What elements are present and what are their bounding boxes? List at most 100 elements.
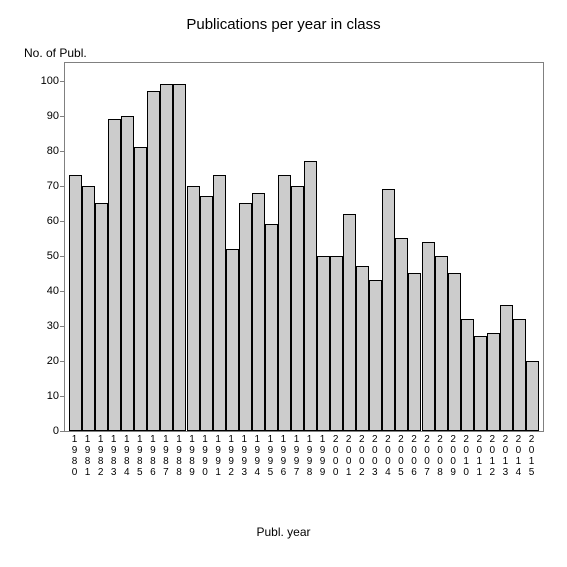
x-tick-label: 2 0 0 7 [423,434,432,478]
bar [173,84,186,431]
bar [461,319,474,431]
bar [252,193,265,431]
bar [226,249,239,431]
bar [147,91,160,431]
bar [395,238,408,431]
y-tick-mark [60,361,64,362]
x-tick-label: 1 9 9 3 [240,434,249,478]
y-tick-label: 80 [19,145,59,157]
bar [121,116,134,431]
x-tick-label: 2 0 0 8 [436,434,445,478]
bar [95,203,108,431]
bar [82,186,95,431]
bar [474,336,487,431]
bar [422,242,435,431]
x-tick-label: 1 9 9 8 [305,434,314,478]
bar [69,175,82,431]
bar [513,319,526,431]
y-tick-mark [60,81,64,82]
y-tick-mark [60,431,64,432]
y-tick-mark [60,221,64,222]
x-tick-label: 1 9 8 5 [135,434,144,478]
bar [239,203,252,431]
bar [343,214,356,431]
x-tick-label: 1 9 9 0 [201,434,210,478]
y-tick-label: 40 [19,285,59,297]
x-tick-label: 2 0 1 2 [488,434,497,478]
y-tick-label: 90 [19,110,59,122]
chart-title: Publications per year in class [0,16,567,33]
bar [160,84,173,431]
bar [187,186,200,431]
y-tick-label: 50 [19,250,59,262]
chart-container: Publications per year in class No. of Pu… [0,0,567,567]
bar [108,119,121,431]
y-tick-mark [60,291,64,292]
y-tick-mark [60,116,64,117]
y-tick-mark [60,396,64,397]
x-tick-label: 1 9 8 8 [174,434,183,478]
x-tick-label: 2 0 0 2 [357,434,366,478]
y-tick-mark [60,186,64,187]
x-tick-label: 1 9 8 2 [96,434,105,478]
bar [487,333,500,431]
x-tick-label: 1 9 8 7 [161,434,170,478]
y-tick-label: 70 [19,180,59,192]
bar [382,189,395,431]
y-tick-label: 10 [19,390,59,402]
bar [408,273,421,431]
bar [134,147,147,431]
y-tick-label: 30 [19,320,59,332]
x-tick-label: 1 9 9 9 [318,434,327,478]
bar [265,224,278,431]
bar [291,186,304,431]
x-tick-label: 2 0 0 3 [370,434,379,478]
bar [200,196,213,431]
y-tick-label: 100 [19,75,59,87]
bar [213,175,226,431]
bar [317,256,330,431]
x-tick-label: 1 9 9 1 [214,434,223,478]
x-tick-label: 1 9 9 4 [253,434,262,478]
x-tick-label: 2 0 0 0 [331,434,340,478]
y-tick-label: 60 [19,215,59,227]
bar [500,305,513,431]
x-tick-label: 2 0 0 6 [409,434,418,478]
x-tick-label: 2 0 1 3 [501,434,510,478]
x-tick-label: 2 0 0 4 [383,434,392,478]
x-tick-label: 2 0 0 9 [449,434,458,478]
bar [369,280,382,431]
x-tick-label: 2 0 1 4 [514,434,523,478]
bar [278,175,291,431]
x-tick-label: 1 9 8 3 [109,434,118,478]
bars-group [65,63,543,431]
bar [448,273,461,431]
x-tick-label: 1 9 8 6 [148,434,157,478]
y-axis-title: No. of Publ. [24,46,87,60]
x-tick-label: 1 9 8 9 [188,434,197,478]
plot-area [64,62,544,432]
x-tick-label: 1 9 9 6 [279,434,288,478]
x-tick-label: 2 0 0 1 [344,434,353,478]
y-tick-label: 20 [19,355,59,367]
x-tick-label: 1 9 9 5 [266,434,275,478]
bar [435,256,448,431]
x-tick-label: 1 9 9 7 [292,434,301,478]
bar [330,256,343,431]
y-tick-label: 0 [19,425,59,437]
x-tick-label: 2 0 0 5 [396,434,405,478]
x-tick-label: 1 9 8 0 [70,434,79,478]
x-tick-label: 2 0 1 0 [462,434,471,478]
y-tick-mark [60,151,64,152]
x-tick-label: 1 9 8 4 [122,434,131,478]
x-axis-title: Publ. year [0,525,567,539]
bar [356,266,369,431]
x-tick-label: 2 0 1 1 [475,434,484,478]
bar [526,361,539,431]
y-tick-mark [60,256,64,257]
x-tick-label: 2 0 1 5 [527,434,536,478]
bar [304,161,317,431]
x-tick-label: 1 9 9 2 [227,434,236,478]
y-tick-mark [60,326,64,327]
x-tick-label: 1 9 8 1 [83,434,92,478]
